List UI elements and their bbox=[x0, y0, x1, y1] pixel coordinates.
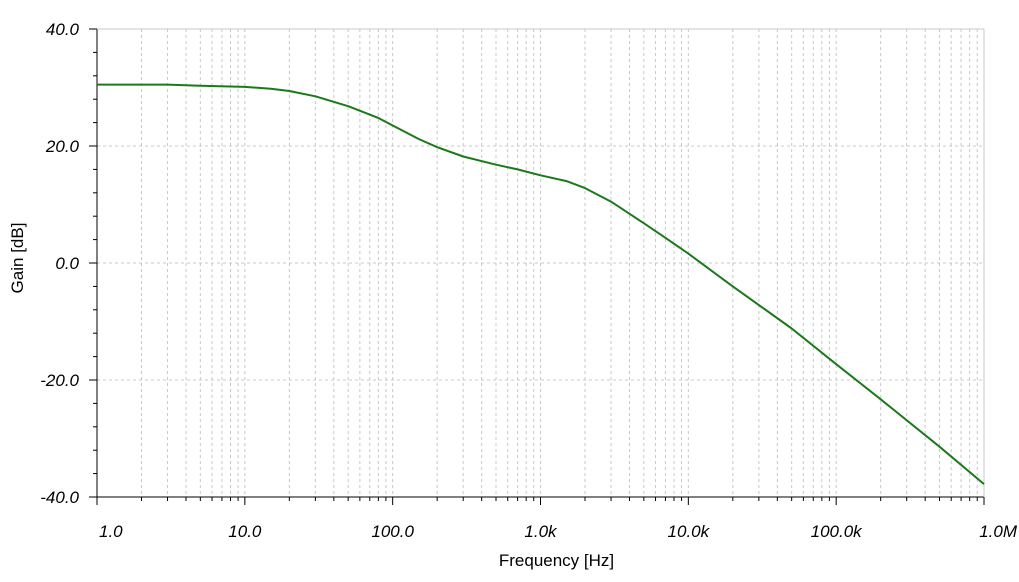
x-tick-label: 10.0k bbox=[668, 522, 711, 541]
grid-layer bbox=[97, 29, 984, 497]
gain-series-line bbox=[97, 83, 985, 485]
y-tick-label: -20.0 bbox=[40, 371, 79, 390]
y-tick-label: 40.0 bbox=[46, 20, 80, 39]
x-tick-label: 1.0M bbox=[979, 522, 1018, 541]
series-layer bbox=[97, 83, 985, 485]
x-tick-label: 1.0k bbox=[524, 522, 558, 541]
x-tick-label: 10.0 bbox=[228, 522, 262, 541]
y-axis-title: Gain [dB] bbox=[8, 223, 27, 294]
x-tick-label: 100.0k bbox=[811, 522, 864, 541]
y-tick-label: 0.0 bbox=[55, 254, 79, 273]
label-layer: 1.0 10.0 100.0 1.0k 10.0k 100.0k 1.0M -40.0 -20.… bbox=[8, 20, 1018, 570]
axis-layer bbox=[89, 28, 985, 505]
y-tick-label: 20.0 bbox=[45, 137, 80, 156]
x-tick-label: 1.0 bbox=[99, 522, 123, 541]
x-tick-label: 100.0 bbox=[371, 522, 414, 541]
x-axis-title: Frequency [Hz] bbox=[499, 551, 614, 570]
y-tick-label: -40.0 bbox=[40, 488, 79, 507]
